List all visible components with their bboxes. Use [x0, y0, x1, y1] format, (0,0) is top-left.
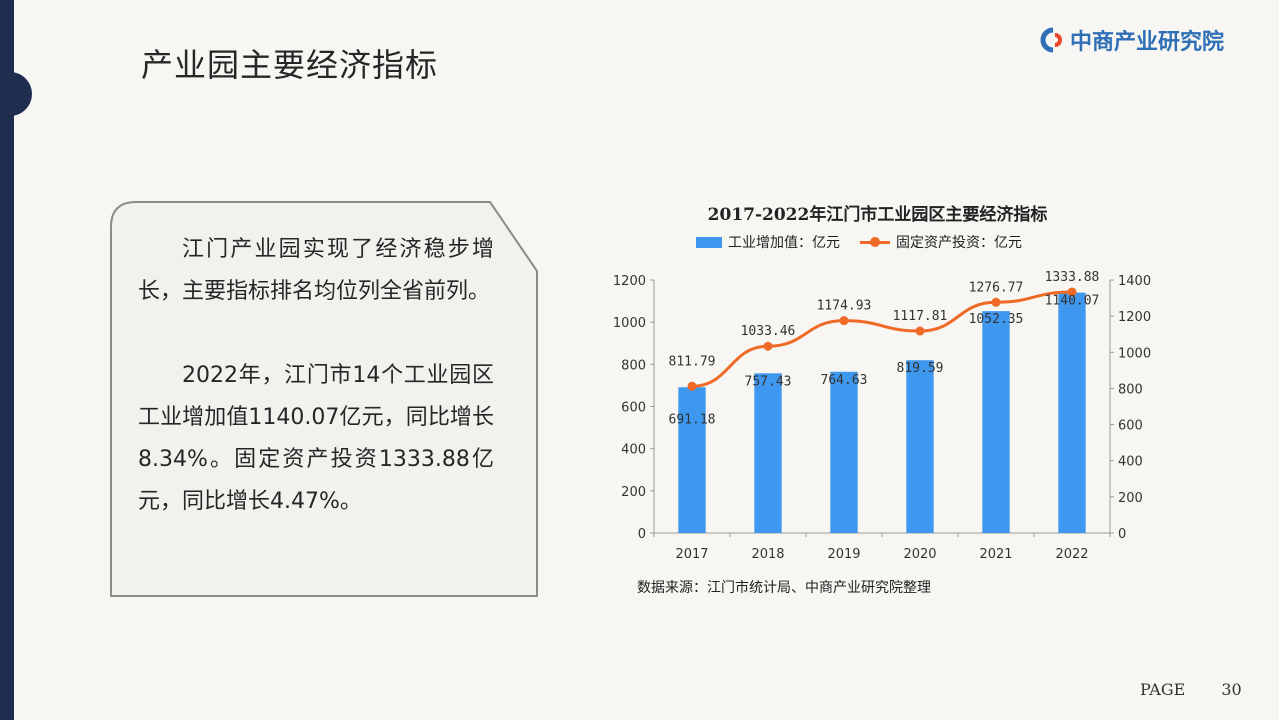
y-left-tick-label: 200	[621, 485, 646, 500]
x-tick-label: 2021	[979, 547, 1012, 562]
x-tick-label: 2017	[675, 547, 708, 562]
bar-data-label: 757.43	[745, 374, 792, 389]
legend-item-line: 固定资产投资：亿元	[860, 232, 1022, 252]
y-left-tick-label: 1000	[613, 316, 646, 331]
chart-title: 2017-2022年江门市工业园区主要经济指标	[707, 205, 1048, 225]
line-data-label: 811.79	[669, 354, 716, 369]
chart-legend: 工业增加值：亿元 固定资产投资：亿元	[696, 232, 1022, 252]
bar-data-label: 764.63	[821, 373, 868, 388]
brand-logo: 中商产业研究院	[1040, 24, 1224, 56]
page-label: PAGE	[1140, 680, 1186, 699]
chart-source: 数据来源：江门市统计局、中商产业研究院整理	[637, 580, 931, 596]
bar	[678, 387, 706, 533]
y-right-tick-label: 800	[1118, 382, 1143, 397]
logo-icon	[1040, 27, 1062, 53]
y-right-tick-label: 600	[1118, 419, 1143, 434]
y-right-tick-label: 1200	[1118, 310, 1151, 325]
bar	[982, 311, 1010, 533]
legend-line-swatch	[860, 236, 890, 248]
bar-data-label: 1140.07	[1045, 294, 1100, 309]
y-left-tick-label: 400	[621, 443, 646, 458]
y-right-tick-label: 1000	[1118, 346, 1151, 361]
y-right-tick-label: 200	[1118, 491, 1143, 506]
line-data-label: 1333.88	[1045, 270, 1100, 285]
x-tick-label: 2018	[751, 547, 784, 562]
legend-line-label: 固定资产投资：亿元	[896, 235, 1022, 251]
logo-text: 中商产业研究院	[1070, 30, 1225, 55]
line-point	[687, 381, 697, 391]
line-point	[763, 341, 773, 351]
legend-bar-swatch	[696, 236, 722, 248]
page-footer: PAGE 30	[1140, 680, 1242, 699]
line-point	[991, 297, 1001, 307]
line-data-label: 1033.46	[741, 324, 796, 339]
summary-paragraph-2: 2022年，江门市14个工业园区工业增加值1140.07亿元，同比增长8.34%…	[138, 363, 494, 514]
y-right-tick-label: 1400	[1118, 274, 1151, 289]
y-left-tick-label: 800	[621, 358, 646, 373]
line-series	[691, 290, 1073, 388]
legend-bar-label: 工业增加值：亿元	[728, 235, 840, 251]
bar-data-label: 691.18	[669, 412, 716, 427]
left-accent-tab	[10, 72, 32, 116]
line-point	[915, 326, 925, 336]
bar	[754, 373, 782, 533]
line-point	[1067, 287, 1077, 297]
line-point	[839, 316, 849, 326]
left-accent-bar	[0, 0, 14, 720]
y-right-tick-label: 400	[1118, 455, 1143, 470]
page-title: 产业园主要经济指标	[141, 46, 439, 84]
bar	[1058, 292, 1086, 533]
y-left-tick-label: 0	[638, 527, 646, 542]
x-tick-label: 2020	[903, 547, 936, 562]
y-right-tick-label: 0	[1118, 527, 1126, 542]
bar	[830, 371, 858, 533]
y-left-tick-label: 1200	[613, 274, 646, 289]
x-tick-label: 2019	[827, 547, 860, 562]
legend-item-bar: 工业增加值：亿元	[696, 232, 840, 252]
summary-card-frame	[110, 201, 538, 597]
chart-plot: 0 200 400 600 800 1000 1200 0 200 400 600 800 1000 12…	[613, 270, 1151, 562]
summary-paragraph-1: 江门产业园实现了经济稳步增长，主要指标排名均位列全省前列。	[138, 237, 494, 304]
chart-panel: 2017-2022年江门市工业园区主要经济指标 工业增加值：亿元 固定资产投资：…	[600, 190, 1160, 610]
x-tick-label: 2022	[1055, 547, 1088, 562]
summary-card: 江门产业园实现了经济稳步增长，主要指标排名均位列全省前列。 2022年，江门市1…	[110, 201, 538, 597]
line-data-label: 1117.81	[893, 309, 948, 324]
y-left-tick-label: 600	[621, 401, 646, 416]
bar	[906, 360, 934, 533]
line-data-label: 1276.77	[969, 280, 1024, 295]
page-number: 30	[1221, 680, 1242, 699]
bar-data-label: 1052.35	[969, 312, 1024, 327]
line-data-label: 1174.93	[817, 299, 872, 314]
bar-data-label: 819.59	[897, 361, 944, 376]
